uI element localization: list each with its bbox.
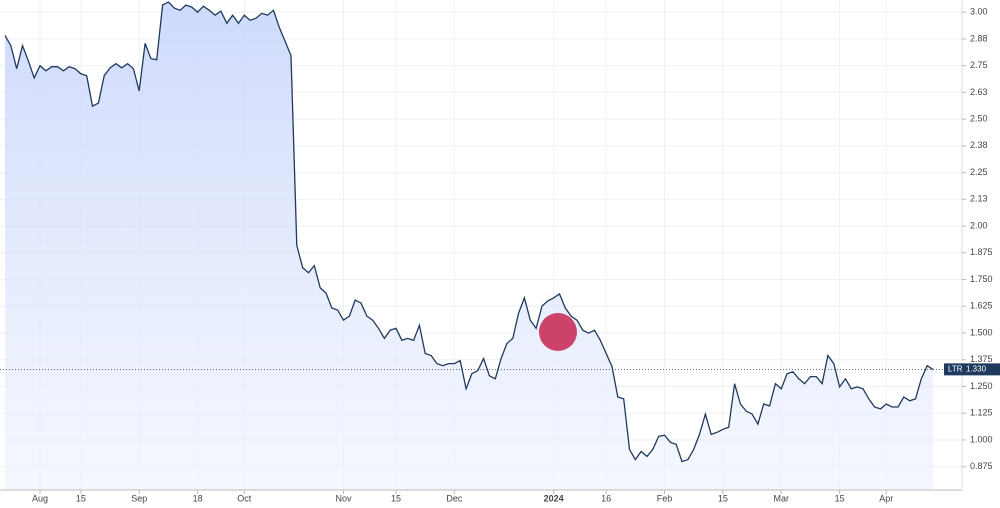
y-tick-label: 1.500	[970, 327, 993, 337]
y-tick-label: 2.75	[970, 60, 988, 70]
y-tick-label: 1.750	[970, 274, 993, 284]
x-tick-label: Oct	[237, 493, 252, 503]
x-tick-label: Apr	[879, 493, 893, 503]
y-tick-label: 0.875	[970, 461, 993, 471]
series-name: LTR	[948, 364, 963, 373]
area	[5, 2, 933, 490]
y-tick-label: 2.38	[970, 140, 988, 150]
y-tick-label: 1.250	[970, 381, 993, 391]
y-tick-label: 2.13	[970, 194, 988, 204]
x-tick-label: 15	[718, 493, 728, 503]
y-tick-label: 1.125	[970, 408, 993, 418]
x-tick-label: 16	[601, 493, 611, 503]
y-tick-label: 2.63	[970, 87, 988, 97]
x-tick-label: 18	[193, 493, 203, 503]
x-tick-label: 2024	[544, 493, 564, 503]
y-tick-label: 2.25	[970, 167, 988, 177]
y-tick-label: 1.375	[970, 354, 993, 364]
x-tick-label: 15	[835, 493, 845, 503]
last-price-badge	[944, 363, 1000, 376]
y-tick-label: 2.00	[970, 220, 988, 230]
labels: 3.00 2.88 2.75 2.63 2.50 2.38 2.25 2.13 2.00 1.87…	[32, 7, 1000, 503]
x-tick-label: Aug	[32, 493, 48, 503]
x-tick-label: Sep	[131, 493, 147, 503]
y-tick-label: 2.88	[970, 33, 988, 43]
x-tick-label: Feb	[657, 493, 673, 503]
plot	[0, 1, 962, 490]
x-tick-label: Nov	[336, 493, 353, 503]
y-tick-label: 1.625	[970, 301, 993, 311]
y-tick-label: 2.50	[970, 114, 988, 124]
price-line	[4, 1, 934, 463]
last-price-label: 1.330	[966, 364, 987, 373]
y-tick-label: 1.875	[970, 247, 993, 257]
x-tick-label: 15	[391, 493, 401, 503]
y-tick-label: 1.000	[970, 434, 993, 444]
x-tick-label: Mar	[774, 493, 790, 503]
y-tick-label: 3.00	[970, 7, 988, 17]
x-tick-label: 15	[76, 493, 86, 503]
x-tick-label: Dec	[446, 493, 463, 503]
highlight-marker	[539, 313, 577, 351]
